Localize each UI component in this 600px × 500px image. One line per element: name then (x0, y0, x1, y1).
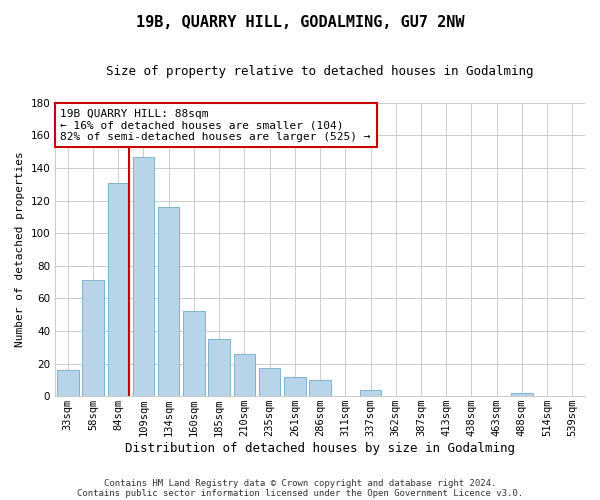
Text: Contains HM Land Registry data © Crown copyright and database right 2024.: Contains HM Land Registry data © Crown c… (104, 478, 496, 488)
Bar (82, 280, 104, 396)
Title: Size of property relative to detached houses in Godalming: Size of property relative to detached ho… (106, 65, 534, 78)
Bar (158, 207, 179, 396)
Bar (511, 393, 533, 396)
Bar (233, 354, 255, 396)
Bar (284, 376, 305, 396)
X-axis label: Distribution of detached houses by size in Godalming: Distribution of detached houses by size … (125, 442, 515, 455)
Bar (208, 339, 230, 396)
Text: Contains public sector information licensed under the Open Government Licence v3: Contains public sector information licen… (77, 488, 523, 498)
Bar (360, 390, 381, 396)
Text: 19B QUARRY HILL: 88sqm
← 16% of detached houses are smaller (104)
82% of semi-de: 19B QUARRY HILL: 88sqm ← 16% of detached… (61, 108, 371, 142)
Bar (107, 182, 129, 396)
Bar (57, 370, 79, 396)
Bar (259, 368, 280, 396)
Bar (310, 380, 331, 396)
Bar (183, 312, 205, 396)
Y-axis label: Number of detached properties: Number of detached properties (15, 152, 25, 348)
Bar (133, 156, 154, 396)
Text: 19B, QUARRY HILL, GODALMING, GU7 2NW: 19B, QUARRY HILL, GODALMING, GU7 2NW (136, 15, 464, 30)
